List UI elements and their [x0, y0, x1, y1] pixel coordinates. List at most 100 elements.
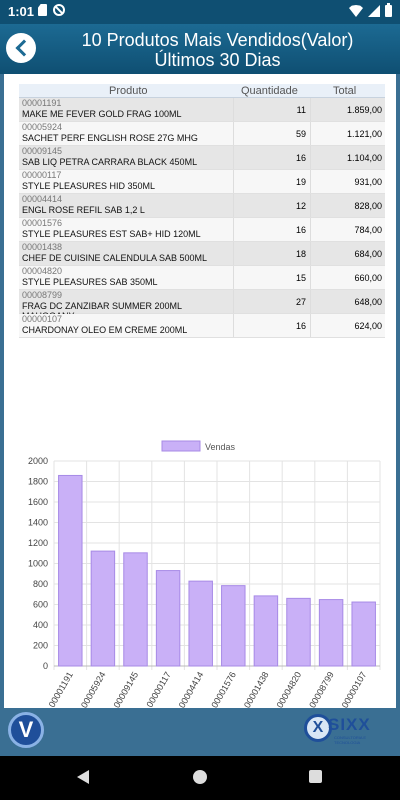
app-logo: V [8, 712, 44, 748]
y-tick-label: 1600 [28, 497, 48, 507]
sixx-logo-text: SIXX [328, 715, 371, 734]
android-nav-bar [0, 756, 400, 800]
page-title: 10 Produtos Mais Vendidos(Valor) Últimos… [45, 30, 390, 70]
header-quantity: Quantidade [241, 85, 298, 97]
table-row[interactable]: 00000107 CHARDONAY OLEO EM CREME 200ML 16 6… [19, 314, 385, 338]
header-product: Produto [109, 85, 148, 97]
sales-bar-chart: Vendas 0 200 400 600 800 1000 1200 1400 1600 1800 2… [28, 440, 381, 708]
bar [286, 597, 311, 667]
product-description: CHARDONAY OLEO EM CREME 200ML [22, 325, 188, 335]
table-row[interactable]: 00001438 CHEF DE CUISINE CALENDULA SAB 50… [19, 242, 385, 266]
product-total: 784,00 [354, 225, 382, 235]
wifi-icon [349, 5, 363, 17]
bar [318, 599, 344, 667]
bar [90, 550, 116, 667]
bar [253, 595, 279, 667]
sd-card-icon [38, 4, 47, 16]
app-header: 10 Produtos Mais Vendidos(Valor) Últimos… [0, 24, 400, 74]
header-total: Total [333, 85, 357, 97]
bar [188, 580, 213, 667]
product-quantity: 59 [233, 122, 311, 145]
table-row[interactable]: 00001191 MAKE ME FEVER GOLD FRAG 100ML 11 1… [19, 98, 385, 122]
y-tick-label: 2000 [28, 456, 48, 466]
x-tick-label: 00001191 [47, 670, 75, 708]
bar [221, 585, 246, 667]
x-tick-label: 00001438 [242, 670, 271, 708]
product-code: 00004414 [22, 194, 63, 204]
product-quantity: 16 [233, 146, 311, 169]
y-tick-label: 400 [33, 620, 48, 630]
nav-back-icon[interactable] [77, 770, 89, 784]
table-row[interactable]: 00001576 STYLE PLEASURES EST SAB+ HID 120… [19, 218, 385, 242]
y-tick-label: 1400 [28, 518, 48, 528]
product-code: 00001576 [22, 218, 63, 228]
signal-icon [368, 5, 380, 17]
table-row[interactable]: 00009145 SAB LIQ PETRA CARRARA BLACK 450M… [19, 146, 385, 170]
x-tick-label: 00009145 [112, 670, 141, 708]
table-row[interactable]: 00004414 ENGL ROSE REFIL SAB 1,2 L 12 828,0… [19, 194, 385, 218]
x-tick-label: 00008799 [307, 670, 336, 708]
legend-swatch [161, 440, 201, 452]
product-quantity: 16 [233, 314, 311, 337]
product-code: 00001438 [22, 242, 63, 252]
table-row[interactable]: 00004820 STYLE PLEASURES SAB 350ML 15 660,0… [19, 266, 385, 290]
product-total: 648,00 [354, 297, 382, 307]
product-quantity: 27 [233, 290, 311, 313]
y-tick-label: 1200 [28, 538, 48, 548]
nav-recent-icon[interactable] [309, 770, 322, 783]
product-quantity: 11 [233, 98, 311, 121]
product-total: 931,00 [354, 177, 382, 187]
bar [123, 552, 148, 667]
y-tick-label: 1800 [28, 477, 48, 487]
blocked-icon [53, 4, 65, 16]
x-tick-label: 00004820 [275, 670, 304, 708]
product-total: 1.859,00 [346, 105, 382, 115]
product-quantity: 19 [233, 170, 311, 193]
x-tick-label: 00001576 [209, 670, 238, 708]
x-tick-label: 00004414 [177, 670, 206, 708]
battery-icon [385, 3, 392, 17]
product-code: 00009145 [22, 146, 63, 156]
product-code: 00004820 [22, 266, 63, 276]
product-total: 684,00 [354, 249, 382, 259]
table-row[interactable]: 00005924 SACHET PERF ENGLISH ROSE 27G MHG… [19, 122, 385, 146]
sixx-logo-mark: X [304, 714, 332, 742]
product-total: 828,00 [354, 201, 382, 211]
footer: V X SIXX CONSULTORIA E TECNOLOGIA [0, 708, 400, 756]
table-row[interactable]: 00000117 STYLE PLEASURES HID 350ML 19 931,0… [19, 170, 385, 194]
product-code: 00000117 [22, 170, 62, 180]
product-description: MAKE ME FEVER GOLD FRAG 100ML [22, 109, 182, 119]
sixx-logo: X SIXX CONSULTORIA E TECNOLOGIA [304, 714, 390, 745]
product-code: 00001191 [22, 98, 62, 108]
y-tick-label: 1000 [28, 559, 48, 569]
table-header: Produto Quantidade Total [19, 84, 385, 98]
product-description: STYLE PLEASURES HID 350ML [22, 181, 156, 191]
product-quantity: 12 [233, 194, 311, 217]
product-quantity: 18 [233, 242, 311, 265]
product-quantity: 16 [233, 218, 311, 241]
product-total: 1.104,00 [346, 153, 382, 163]
y-tick-label: 200 [33, 641, 48, 651]
nav-home-icon[interactable] [193, 770, 207, 784]
product-total: 660,00 [354, 273, 382, 283]
product-code: 00008799 [22, 290, 63, 300]
bar [58, 474, 83, 667]
y-tick-label: 0 [43, 661, 48, 671]
y-tick-label: 800 [33, 579, 48, 589]
bar [351, 601, 376, 667]
status-time: 1:01 [8, 4, 35, 19]
report-panel: Produto Quantidade Total 00001191 MAKE ME… [4, 74, 396, 708]
product-total: 1.121,00 [346, 129, 382, 139]
x-tick-label: 00005924 [79, 670, 108, 708]
product-description: STYLE PLEASURES EST SAB+ HID 120ML [22, 229, 201, 239]
product-description: ENGL ROSE REFIL SAB 1,2 L [22, 205, 145, 215]
product-description: SACHET PERF ENGLISH ROSE 27G MHG [22, 133, 198, 143]
back-button[interactable] [6, 33, 36, 63]
product-description: CHEF DE CUISINE CALENDULA SAB 500ML [22, 253, 208, 263]
x-tick-label: 00000117 [144, 670, 172, 708]
x-tick-label: 00000107 [340, 670, 369, 708]
status-bar: 1:01 [0, 0, 400, 24]
product-description: STYLE PLEASURES SAB 350ML [22, 277, 158, 287]
page-title-line1: 10 Produtos Mais Vendidos(Valor) [81, 30, 354, 50]
